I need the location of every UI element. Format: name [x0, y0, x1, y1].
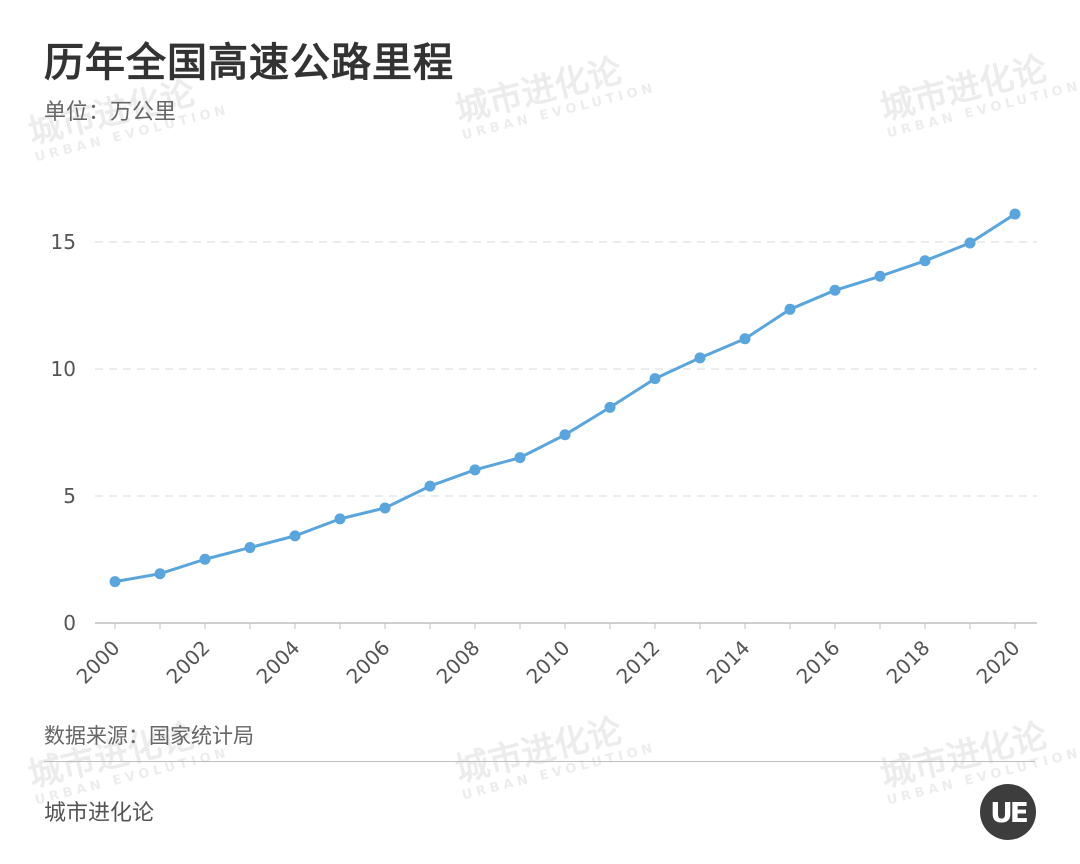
x-tick-label: 2008	[432, 636, 485, 689]
data-point	[469, 464, 481, 476]
data-point	[514, 452, 526, 464]
x-tick-label: 2016	[792, 636, 845, 689]
x-tick-label: 2012	[612, 636, 665, 689]
x-tick-label: 2004	[252, 636, 305, 689]
divider	[44, 761, 1035, 762]
brand-name: 城市进化论	[44, 801, 155, 826]
x-tick-label: 2000	[72, 636, 125, 689]
data-point	[379, 502, 391, 514]
data-point	[739, 333, 751, 345]
data-point	[1009, 208, 1021, 220]
data-point	[334, 513, 346, 525]
y-tick-label: 15	[51, 230, 76, 254]
data-point	[784, 303, 796, 315]
x-tick-label: 2014	[702, 636, 755, 689]
x-tick-label: 2002	[162, 636, 215, 689]
y-tick-label: 5	[63, 484, 76, 508]
chart-title: 历年全国高速公路里程	[44, 40, 454, 86]
x-tick-label: 2006	[342, 636, 395, 689]
line-chart: 0 5 10 15 2000 2002 2004 2006 2008 2010 2012 2014 20…	[51, 208, 1037, 689]
data-point	[829, 284, 841, 296]
data-point	[649, 373, 661, 385]
data-point	[109, 576, 121, 588]
data-point	[964, 237, 976, 249]
x-tick-label: 2020	[972, 636, 1025, 689]
watermark: 城市进化论 URBAN EVOLUTION	[876, 715, 1080, 809]
data-point	[919, 255, 931, 267]
x-tick-label: 2010	[522, 636, 575, 689]
data-point	[604, 401, 616, 413]
data-point	[874, 270, 886, 282]
x-tick-label: 2018	[882, 636, 935, 689]
data-point	[559, 429, 571, 441]
unit-label: 单位：万公里	[44, 100, 177, 125]
data-point	[154, 568, 166, 580]
y-tick-label: 0	[63, 611, 76, 635]
data-point	[199, 553, 211, 565]
y-tick-label: 10	[51, 357, 76, 381]
brand-logo-text: UE	[990, 795, 1029, 829]
data-point	[424, 480, 436, 492]
data-point	[289, 530, 301, 542]
data-point	[244, 542, 256, 554]
data-point	[694, 352, 706, 364]
data-source: 数据来源：国家统计局	[44, 724, 254, 748]
series-line	[114, 212, 1016, 584]
watermark: 城市进化论 URBAN EVOLUTION	[451, 710, 658, 804]
brand-logo: UE	[980, 784, 1036, 840]
